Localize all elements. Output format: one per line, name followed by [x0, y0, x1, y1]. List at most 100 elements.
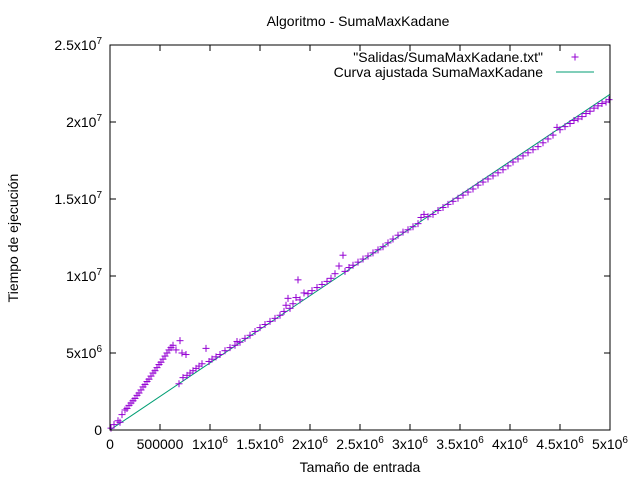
- data-point: [605, 96, 613, 104]
- data-point: [110, 421, 118, 429]
- data-point: [179, 374, 187, 382]
- x-tick-label: 5x106: [592, 435, 628, 452]
- data-point: [221, 347, 229, 355]
- data-point: [389, 235, 397, 243]
- data-point: [394, 231, 402, 239]
- data-point: [364, 252, 372, 260]
- data-point: [449, 197, 457, 205]
- data-point: [429, 210, 437, 218]
- x-tick-label: 2.5x106: [336, 435, 384, 452]
- data-point: [345, 264, 353, 272]
- data-point: [349, 261, 357, 269]
- data-point: [233, 337, 241, 345]
- data-point: [300, 289, 308, 297]
- data-point: [474, 181, 482, 189]
- data-point: [280, 307, 288, 315]
- data-point: [417, 213, 425, 221]
- data-point: [586, 107, 594, 115]
- y-tick-label: 1.5x107: [54, 190, 102, 207]
- data-point: [175, 380, 183, 388]
- data-point: [216, 351, 224, 359]
- data-point: [339, 251, 347, 259]
- data-point: [341, 267, 349, 275]
- data-point: [420, 210, 428, 218]
- data-point: [434, 207, 442, 215]
- data-point: [578, 113, 586, 121]
- data-point: [282, 301, 290, 309]
- data-point: [256, 324, 264, 332]
- x-axis-ticks: 0 500000 1x106 1.5x106 2x106 2.5x106 3x106 3.5x…: [106, 45, 628, 452]
- legend-marker-data: [571, 53, 579, 61]
- data-point: [384, 239, 392, 247]
- data-point: [369, 249, 377, 257]
- data-point: [404, 226, 412, 234]
- data-point: [172, 346, 180, 354]
- chart-title: Algoritmo - SumaMaxKadane: [267, 13, 450, 29]
- x-tick-label: 0: [106, 436, 114, 452]
- data-point: [414, 220, 422, 228]
- x-tick-label: 4x106: [492, 435, 528, 452]
- x-tick-label: 3x106: [392, 435, 428, 452]
- data-point: [454, 194, 462, 202]
- data-point: [561, 123, 569, 131]
- data-point: [424, 213, 432, 221]
- data-point: [549, 131, 557, 139]
- data-point: [169, 341, 177, 349]
- data-point: [294, 276, 302, 284]
- data-point: [359, 255, 367, 263]
- data-point: [494, 169, 502, 177]
- y-tick-label: 2.5x107: [54, 36, 102, 53]
- data-point: [379, 243, 387, 251]
- data-point: [489, 172, 497, 180]
- data-point: [439, 203, 447, 211]
- data-point: [261, 321, 269, 329]
- data-point: [444, 200, 452, 208]
- legend-label-fit: Curva ajustada SumaMaxKadane: [334, 64, 544, 80]
- data-point: [399, 228, 407, 236]
- x-tick-label: 3.5x106: [436, 435, 484, 452]
- data-point: [308, 287, 316, 295]
- data-point: [484, 175, 492, 183]
- data-point: [231, 341, 239, 349]
- points-layer: [107, 96, 613, 432]
- legend: "Salidas/SumaMaxKadane.txt" Curva ajusta…: [334, 49, 594, 80]
- y-axis-label: Tiempo de ejecución: [5, 174, 21, 303]
- data-point: [304, 290, 312, 298]
- data-point: [202, 344, 210, 352]
- data-point: [570, 116, 578, 124]
- legend-label-data: "Salidas/SumaMaxKadane.txt": [353, 49, 543, 65]
- data-point: [514, 155, 522, 163]
- data-point: [464, 188, 472, 196]
- x-tick-label: 4.5x106: [536, 435, 584, 452]
- data-point: [331, 270, 339, 278]
- data-point: [292, 294, 300, 302]
- data-point: [116, 418, 124, 426]
- y-tick-label: 1x107: [66, 267, 102, 284]
- data-point: [182, 351, 190, 359]
- data-point: [296, 296, 304, 304]
- data-point: [574, 115, 582, 123]
- y-tick-label: 5x106: [66, 344, 102, 361]
- plot-frame: [109, 44, 611, 431]
- data-point: [226, 344, 234, 352]
- data-point: [266, 317, 274, 325]
- data-point: [107, 424, 115, 432]
- data-point: [582, 110, 590, 118]
- x-tick-label: 1.5x106: [236, 435, 284, 452]
- y-tick-label: 0: [94, 422, 102, 438]
- data-point: [286, 304, 294, 312]
- data-point: [241, 334, 249, 342]
- data-point: [323, 277, 331, 285]
- data-point: [544, 135, 552, 143]
- data-point: [176, 337, 184, 345]
- data-point: [313, 284, 321, 292]
- data-point: [539, 139, 547, 147]
- data-point: [459, 191, 467, 199]
- data-point: [198, 360, 206, 368]
- data-point: [178, 349, 186, 357]
- data-point: [479, 178, 487, 186]
- data-point: [271, 314, 279, 322]
- data-point: [590, 104, 598, 112]
- data-point: [534, 143, 542, 151]
